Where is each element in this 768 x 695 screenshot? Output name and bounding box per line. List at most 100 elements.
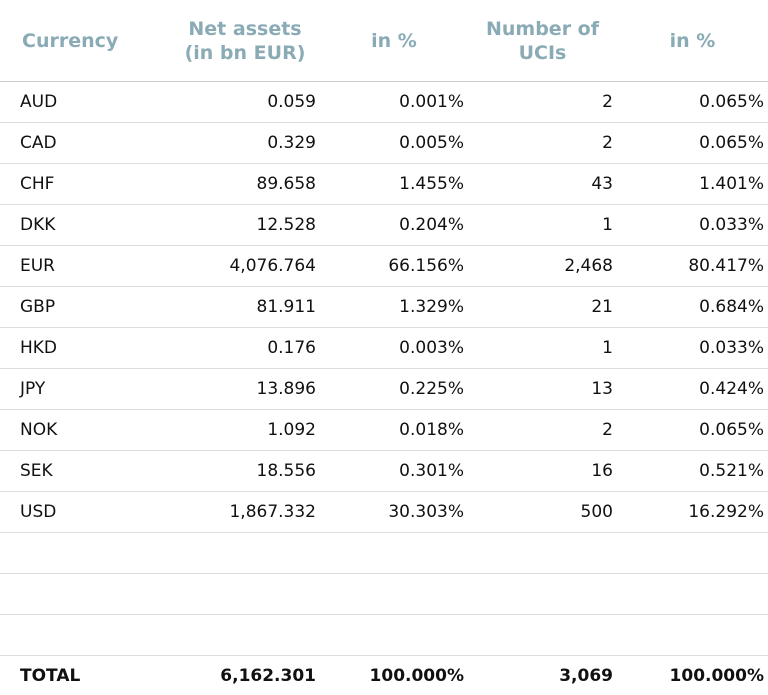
cell: HKD xyxy=(0,328,170,369)
cell: 13 xyxy=(468,369,617,410)
cell: 0.065% xyxy=(617,82,768,123)
column-header: in % xyxy=(320,0,468,82)
empty-cell xyxy=(468,615,617,656)
cell: 12.528 xyxy=(170,205,320,246)
column-header: Currency xyxy=(0,0,170,82)
header-text: in % xyxy=(670,30,716,52)
empty-cell xyxy=(468,574,617,615)
total-cell: 3,069 xyxy=(468,656,617,695)
cell: 0.033% xyxy=(617,328,768,369)
cell: NOK xyxy=(0,410,170,451)
empty-cell xyxy=(468,533,617,574)
cell: 13.896 xyxy=(170,369,320,410)
cell: GBP xyxy=(0,287,170,328)
cell: 0.018% xyxy=(320,410,468,451)
cell: CAD xyxy=(0,123,170,164)
cell: 2 xyxy=(468,82,617,123)
cell: 1 xyxy=(468,328,617,369)
header-text: Net assets xyxy=(188,18,301,40)
total-cell: 100.000% xyxy=(320,656,468,695)
empty-row xyxy=(0,574,768,615)
header-text: UCIs xyxy=(519,42,567,64)
cell: 16 xyxy=(468,451,617,492)
empty-cell xyxy=(0,574,170,615)
cell: 1 xyxy=(468,205,617,246)
cell: 0.001% xyxy=(320,82,468,123)
empty-cell xyxy=(320,574,468,615)
cell: 18.556 xyxy=(170,451,320,492)
cell: 1.329% xyxy=(320,287,468,328)
cell: 43 xyxy=(468,164,617,205)
cell: 500 xyxy=(468,492,617,533)
empty-cell xyxy=(617,533,768,574)
header-text: (in bn EUR) xyxy=(185,42,306,64)
cell: 30.303% xyxy=(320,492,468,533)
cell: 0.065% xyxy=(617,410,768,451)
total-cell: 100.000% xyxy=(617,656,768,695)
cell: AUD xyxy=(0,82,170,123)
cell: 2,468 xyxy=(468,246,617,287)
total-cell: TOTAL xyxy=(0,656,170,695)
empty-cell xyxy=(0,533,170,574)
empty-cell xyxy=(0,615,170,656)
cell: 1.455% xyxy=(320,164,468,205)
cell: 0.225% xyxy=(320,369,468,410)
empty-cell xyxy=(617,574,768,615)
cell: 4,076.764 xyxy=(170,246,320,287)
cell: 2 xyxy=(468,123,617,164)
header-text: Currency xyxy=(22,30,118,52)
header-row: Currency Net assets(in bn EUR) in % Number … xyxy=(0,0,768,82)
cell: 2 xyxy=(468,410,617,451)
cell: 0.065% xyxy=(617,123,768,164)
cell: 0.176 xyxy=(170,328,320,369)
cell: EUR xyxy=(0,246,170,287)
cell: 1,867.332 xyxy=(170,492,320,533)
empty-row xyxy=(0,533,768,574)
cell: SEK xyxy=(0,451,170,492)
empty-cell xyxy=(170,533,320,574)
empty-cell xyxy=(320,615,468,656)
cell: 66.156% xyxy=(320,246,468,287)
cell: DKK xyxy=(0,205,170,246)
empty-cell xyxy=(170,574,320,615)
header-text: in % xyxy=(371,30,417,52)
cell: 21 xyxy=(468,287,617,328)
cell: 16.292% xyxy=(617,492,768,533)
cell: 0.005% xyxy=(320,123,468,164)
cell: 0.204% xyxy=(320,205,468,246)
empty-cell xyxy=(617,615,768,656)
cell: CHF xyxy=(0,164,170,205)
cell: 80.417% xyxy=(617,246,768,287)
cell: 89.658 xyxy=(170,164,320,205)
cell: 1.092 xyxy=(170,410,320,451)
cell: 0.301% xyxy=(320,451,468,492)
column-header: Net assets(in bn EUR) xyxy=(170,0,320,82)
empty-cell xyxy=(170,615,320,656)
cell: 0.329 xyxy=(170,123,320,164)
cell: 0.003% xyxy=(320,328,468,369)
cell: 0.424% xyxy=(617,369,768,410)
cell: 0.521% xyxy=(617,451,768,492)
cell: 0.059 xyxy=(170,82,320,123)
total-cell: 6,162.301 xyxy=(170,656,320,695)
header-text: Number of xyxy=(486,18,599,40)
empty-cell xyxy=(320,533,468,574)
cell: 1.401% xyxy=(617,164,768,205)
cell: 0.033% xyxy=(617,205,768,246)
cell: 81.911 xyxy=(170,287,320,328)
cell: 0.684% xyxy=(617,287,768,328)
